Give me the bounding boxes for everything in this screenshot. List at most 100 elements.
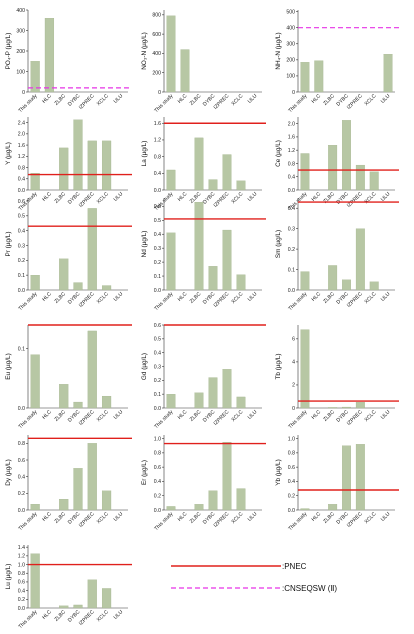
x-tick-label: ULU [247,409,259,421]
x-tick-label: ULU [247,93,259,105]
bar-this-study [300,153,310,191]
x-tick-label: ULU [113,409,125,421]
bar-dybc [73,401,83,409]
x-tick-label: IZPREC [346,291,364,309]
x-tick-label: HLC [41,191,53,203]
y-tick-label: 0.4 [154,232,161,238]
y-tick-label: 0.0 [154,288,161,294]
y-tick-label: 100 [16,69,25,75]
panel-13: 0.0 0.2 0.4 0.6 0.8 Dy (µg/L) This study HLC ZLB… [5,435,132,532]
y-tick-label: 800 [152,13,161,19]
x-tick-label: HLC [177,93,189,105]
y-tick-label: 1.0 [18,562,25,568]
y-tick-label: 0.3 [18,243,25,249]
y-tick-label: 0.0 [18,406,25,412]
x-tick-label: HLC [41,291,53,303]
bar-xclc [101,140,112,191]
x-tick-label: ZLBC [54,291,68,305]
bar-izprec [87,140,97,191]
y-axis-label: Y (µg/L) [5,142,12,165]
y-tick-label: 1.0 [288,436,295,442]
bar-xclc [101,285,112,291]
x-tick-label: XCLC [364,409,378,423]
x-tick-label: HLC [177,291,189,303]
y-tick-label: 2.0 [18,132,25,138]
x-tick-label: XCLC [364,291,378,305]
y-axis-label: Ce (µg/L) [275,140,282,167]
y-tick-label: 0.8 [288,451,295,457]
panel-8: 0.0 0.1 0.2 0.3 0.4 0.5 0.6 Nd (µg/L) This study… [141,198,266,312]
y-tick-label: 1.2 [288,148,295,154]
bar-zlbc [194,202,204,291]
y-tick-label: 0.8 [18,571,25,577]
x-tick-label: ULU [247,511,259,523]
y-tick-label: 0.4 [288,175,295,181]
bar-dybc [342,406,351,409]
x-tick-label: HLC [41,511,53,523]
bar-zlbc [328,265,338,291]
bar-this-study [30,553,40,609]
bar-this-study [30,61,40,93]
x-tick-label: This study [287,409,308,430]
x-tick-label: XCLC [96,609,110,623]
legend-pnec-label: :PNEC [282,562,307,571]
y-tick-label: 0.6 [154,204,161,210]
y-tick-label: 0.6 [18,458,25,464]
x-tick-label: XCLC [364,511,378,525]
y-tick-label: 600 [152,32,161,38]
x-tick-label: ULU [380,191,392,203]
bar-xclc [369,171,379,191]
bar-this-study [30,504,40,511]
y-tick-label: 6 [292,337,295,343]
y-axis-label: PO₄-P (µg/L) [5,33,12,70]
x-tick-label: HLC [311,191,323,203]
bar-zlbc [194,137,204,191]
x-tick-label: ZLBC [54,511,68,525]
y-tick-label: 1.6 [288,135,295,141]
x-tick-label: This study [18,409,39,430]
bar-this-study [166,169,176,191]
y-tick-label: 200 [152,71,161,77]
y-tick-label: 300 [16,28,25,34]
y-tick-label: 0.0 [154,508,161,514]
y-tick-label: 0.1 [154,274,161,280]
bar-izprec [355,228,365,291]
bar-ulu [383,54,393,93]
panel-6: 0.00.40.81.21.62.0Ce (µg/L)This study HLC… [275,117,399,212]
x-tick-label: XCLC [96,409,110,423]
y-tick-label: 1.4 [18,545,25,551]
panel-10: 0.00.1Eu (µg/L)This study HLC ZLBC DYBCIZPR… [5,324,132,430]
bar-izprec [87,330,97,409]
bar-izprec [222,369,232,409]
x-tick-label: ZLBC [322,511,336,525]
x-tick-label: ULU [380,93,392,105]
y-axis-label: Sm (µg/L) [275,230,282,258]
x-tick-label: This study [287,511,308,532]
y-tick-label: 0.4 [154,350,161,356]
x-tick-label: This study [153,291,174,312]
x-tick-label: IZPREC [346,191,364,209]
x-tick-label: HLC [311,291,323,303]
bar-hlc [314,60,324,93]
y-tick-label: 1.2 [18,154,25,160]
x-tick-label: ZLBC [54,409,68,423]
x-tick-label: IZPREC [78,409,96,427]
y-tick-label: 0.2 [154,494,161,500]
y-axis-label: Dy (µg/L) [5,459,12,485]
y-tick-label: 0 [292,90,295,96]
y-tick-label: 1.0 [154,436,161,442]
y-tick-label: 0.6 [154,465,161,471]
bar-dybc [208,266,218,291]
y-axis-label: Pr (µg/L) [5,232,12,257]
panel-15: 0.0 0.2 0.4 0.6 0.8 1.0 Yb (µg/L) This study HLC… [275,435,399,532]
y-tick-label: 1.2 [18,554,25,560]
x-tick-label: ZLBC [322,409,336,423]
y-axis-label: Gd (µg/L) [141,353,148,380]
x-tick-label: XCLC [96,291,110,305]
y-axis-label: Nd (µg/L) [141,231,148,258]
bar-izprec [87,579,97,609]
x-tick-label: HLC [177,191,189,203]
x-tick-label: ULU [113,609,125,621]
y-tick-label: 0 [22,90,25,96]
